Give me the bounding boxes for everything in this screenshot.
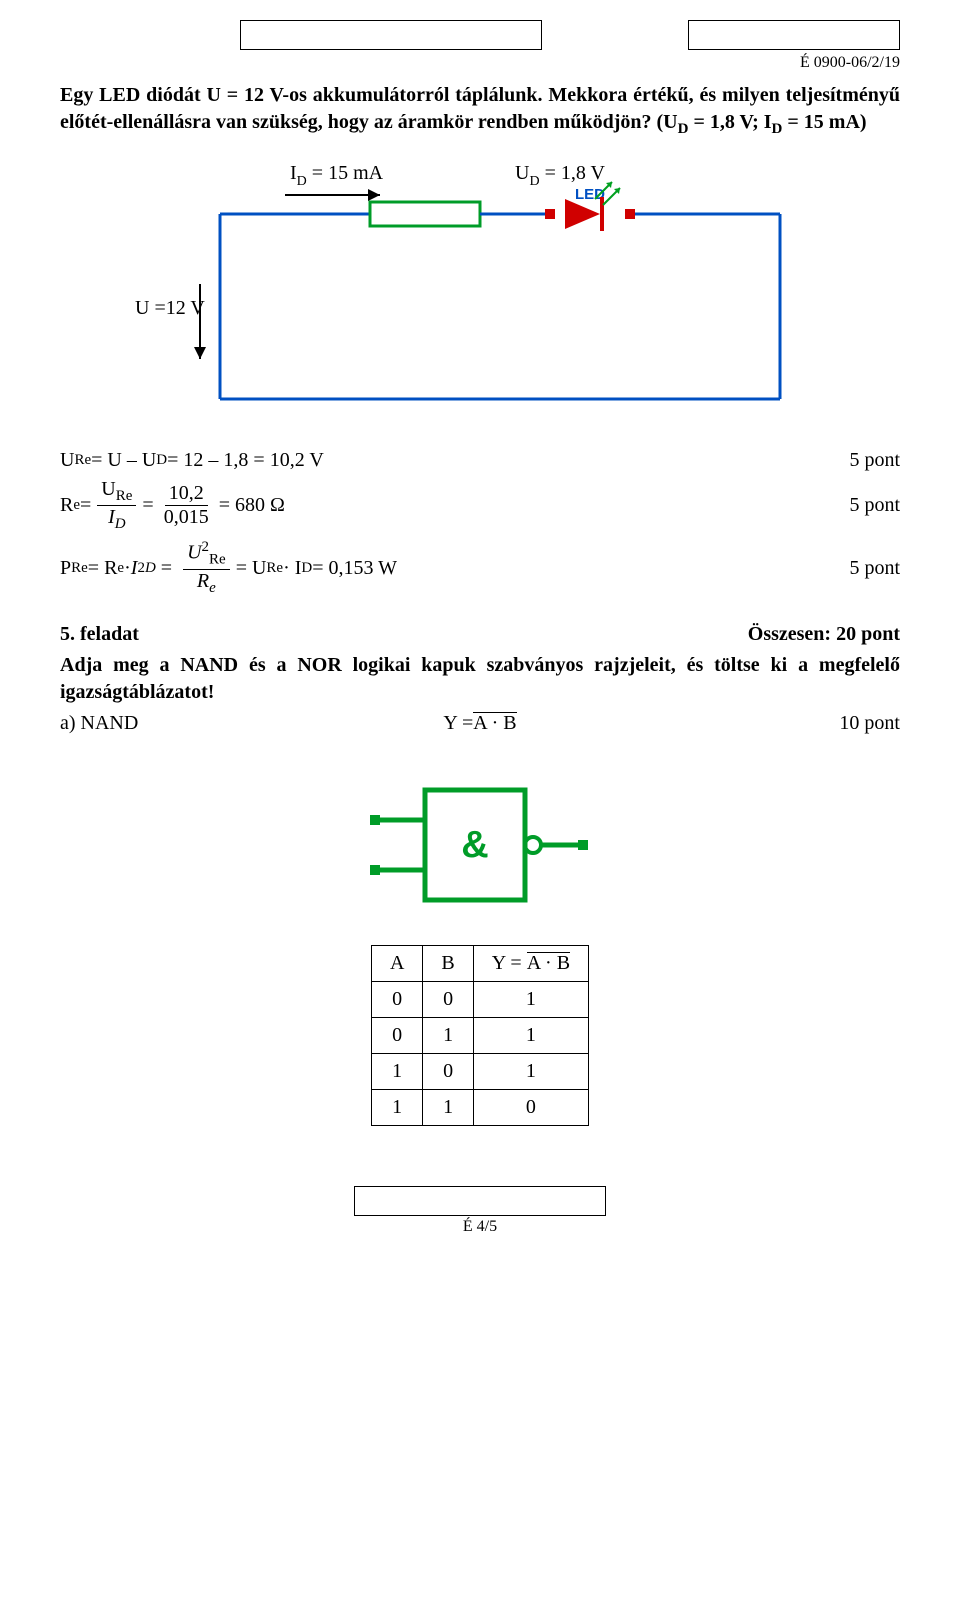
circuit-diagram: ID = 15 mA UD = 1,8 V LED [120,159,840,419]
svg-text:U =12 V: U =12 V [135,297,205,319]
subtask-a-label: a) NAND [60,712,337,735]
table-header-b: B [423,945,473,981]
svg-text:UD = 1,8 V: UD = 1,8 V [515,162,605,189]
svg-text:ID = 15 mA: ID = 15 mA [290,162,384,189]
footer-box [354,1186,606,1216]
problem-text: Egy LED diódát U = 12 V-os akkumulátorró… [60,82,900,139]
task-body: Adja meg a NAND és a NOR logikai kapuk s… [60,652,900,706]
points-label: 5 pont [849,494,900,517]
table-row: 101 [371,1053,588,1089]
task-total-points: Összesen: 20 pont [748,623,900,646]
points-label: 5 pont [849,449,900,472]
table-row: 001 [371,981,588,1017]
table-row: 110 [371,1089,588,1125]
svg-text:&: & [461,824,488,866]
header-box-left [240,20,542,50]
nand-equation: Y = A · B [337,712,623,735]
calc-line-3: PRe = Re · I2D = U2Re Re = URe · ID = 0,… [60,539,900,597]
calc-line-2: Re = URe ID = 10,2 0,015 = 680 Ω 5 pont [60,478,900,533]
header-box-right [688,20,900,50]
table-header-y: Y = A · B [473,945,588,981]
table-header-a: A [371,945,422,981]
calc-line-1: URe = U – UD = 12 – 1,8 = 10,2 V 5 pont [60,449,900,472]
footer-page-label: É 4/5 [60,1218,900,1236]
header-code: É 0900-06/2/19 [60,54,900,72]
points-label: 10 pont [623,712,900,735]
task-number: 5. feladat [60,623,139,646]
points-label: 5 pont [849,557,900,580]
table-row: 011 [371,1017,588,1053]
nand-gate-symbol: & [370,765,590,925]
truth-table: A B Y = A · B 001 011 101 110 [371,945,589,1126]
